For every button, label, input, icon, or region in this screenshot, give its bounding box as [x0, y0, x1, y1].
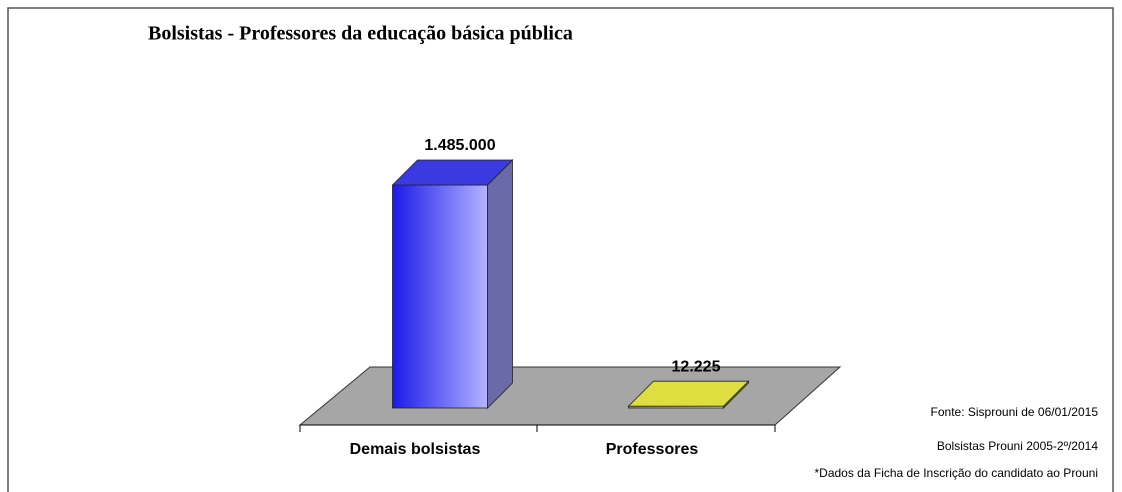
bar-side — [487, 159, 513, 409]
x-tick-label: Professores — [606, 441, 699, 458]
value-label: 1.485.000 — [424, 137, 495, 154]
chart-title: Bolsistas - Professores da educação bási… — [148, 23, 573, 45]
bar-top — [391, 159, 514, 186]
floor — [298, 366, 842, 426]
note: Bolsistas Prouni 2005-2º/2014 — [937, 439, 1098, 453]
frame — [7, 7, 1114, 492]
bar-front — [392, 184, 488, 409]
x-tick-label: Demais bolsistas — [350, 441, 481, 458]
note: Fonte: Sisprouni de 06/01/2015 — [931, 405, 1099, 419]
bar-top — [627, 380, 750, 407]
value-label: 12.225 — [672, 358, 721, 375]
note: *Dados da Ficha de Inscrição do candidat… — [814, 466, 1098, 480]
